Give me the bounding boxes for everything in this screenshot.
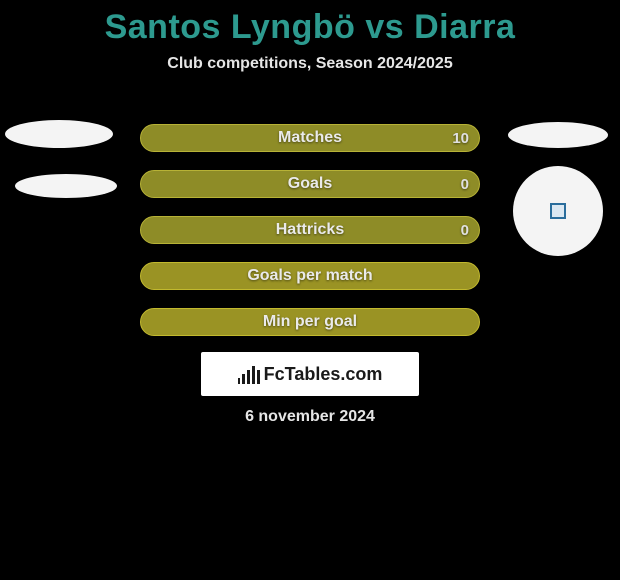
page-title: Santos Lyngbö vs Diarra [0,0,620,47]
left-blob-1 [5,120,113,148]
logo-bar [247,370,250,384]
branding-main: Tables [285,364,341,384]
stat-bar: Hattricks 0 [140,216,480,244]
right-blob-1 [508,122,608,148]
left-blob-2 [15,174,117,198]
stat-bar-label: Hattricks [276,221,344,239]
branding-prefix: Fc [264,364,285,384]
footer-date: 6 november 2024 [0,408,620,426]
stat-bar: Goals 0 [140,170,480,198]
logo-bar [257,370,260,384]
stat-bar: Min per goal [140,308,480,336]
stat-bar-value: 0 [461,222,469,239]
stat-bar-value: 0 [461,176,469,193]
right-decor [508,122,608,256]
subtitle: Club competitions, Season 2024/2025 [0,55,620,73]
logo-bar [238,378,241,384]
stat-bar: Matches 10 [140,124,480,152]
image-placeholder-icon [550,203,566,219]
stat-bar-label: Goals [288,175,332,193]
branding-text: FcTables.com [264,364,383,385]
stat-bar-label: Min per goal [263,313,357,331]
branding-box: FcTables.com [201,352,419,396]
stat-bar: Goals per match [140,262,480,290]
stat-bar-label: Goals per match [247,267,372,285]
branding-chart-icon [238,364,260,384]
logo-bar [252,366,255,384]
logo-bar [242,374,245,384]
left-decor [5,120,117,198]
stat-bar-label: Matches [278,129,342,147]
right-circle [513,166,603,256]
stat-bar-value: 10 [452,130,469,147]
stat-bars: Matches 10 Goals 0 Hattricks 0 Goals per match… [140,124,480,354]
branding-suffix: .com [340,364,382,384]
